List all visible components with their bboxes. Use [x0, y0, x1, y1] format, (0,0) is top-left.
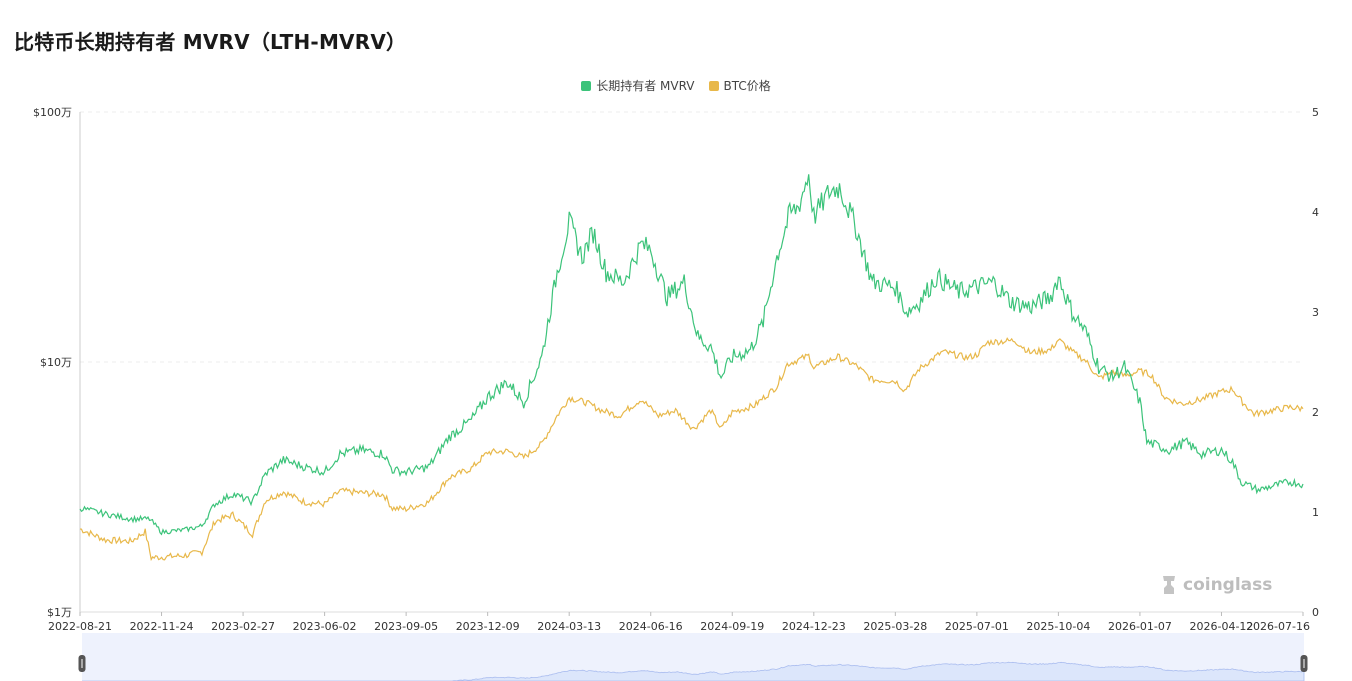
y-right-tick-label: 3: [1312, 306, 1319, 319]
y-right-tick-label: 5: [1312, 106, 1319, 119]
x-tick-label: 2025-07-01: [945, 620, 1009, 633]
x-tick-label: 2025-10-04: [1026, 620, 1090, 633]
y-left-tick-label: $10万: [40, 356, 72, 369]
x-tick-label: 2024-09-19: [700, 620, 764, 633]
x-tick-label: 2025-03-28: [863, 620, 927, 633]
y-left-tick-label: $100万: [33, 106, 72, 119]
watermark-text: coinglass: [1183, 575, 1273, 595]
x-tick-label: 2024-12-23: [782, 620, 846, 633]
y-left-tick-label: $1万: [47, 606, 72, 619]
series-line-lth-mvrv: [79, 174, 1304, 536]
x-tick-label: 2026-01-07: [1108, 620, 1172, 633]
x-tick-label: 2022-08-21: [48, 620, 112, 633]
slider-overview-area: [82, 661, 1305, 681]
chart-title: 比特币长期持有者 MVRV（LTH-MVRV）: [14, 30, 407, 54]
x-tick-label: 2023-09-05: [374, 620, 438, 633]
y-axis-left: $1万 $10万 $100万: [33, 106, 72, 619]
legend-label-btc-price: BTC价格: [723, 79, 771, 93]
series-lines: [79, 174, 1304, 562]
x-tick-label: 2024-06-16: [619, 620, 683, 633]
x-tick-label: 2026-07-16: [1246, 620, 1310, 633]
legend-swatch-btc-price: [708, 80, 719, 91]
y-right-tick-label: 2: [1312, 406, 1319, 419]
grid-lines: [79, 111, 1303, 613]
legend-swatch-lth-mvrv: [581, 80, 592, 91]
legend-item-lth-mvrv[interactable]: 长期持有者 MVRV: [581, 77, 695, 94]
y-right-tick-label: 1: [1312, 506, 1319, 519]
zoom-slider[interactable]: [78, 633, 1308, 681]
x-tick-label: 2023-02-27: [211, 620, 275, 633]
watermark: coinglass: [1160, 574, 1272, 596]
y-right-tick-label: 4: [1312, 206, 1319, 219]
y-right-tick-label: 0: [1312, 606, 1319, 619]
x-tick-label: 2023-06-02: [293, 620, 357, 633]
x-tick-label: 2026-04-12: [1189, 620, 1253, 633]
legend[interactable]: 长期持有者 MVRV BTC价格: [0, 77, 1352, 94]
x-tick-label: 2023-12-09: [456, 620, 520, 633]
x-tick-label: 2022-11-24: [130, 620, 194, 633]
coinglass-logo-icon: [1163, 576, 1175, 594]
series-line-btc-price: [79, 337, 1304, 562]
legend-item-btc-price[interactable]: BTC价格: [708, 77, 771, 94]
y-axis-right: 0 1 2 3 4 5: [1312, 106, 1319, 619]
legend-label-lth-mvrv: 长期持有者 MVRV: [596, 79, 695, 93]
x-tick-label: 2024-03-13: [537, 620, 601, 633]
x-axis: 2022-08-21 2022-11-24 2023-02-27 2023-06-02…: [48, 612, 1310, 633]
